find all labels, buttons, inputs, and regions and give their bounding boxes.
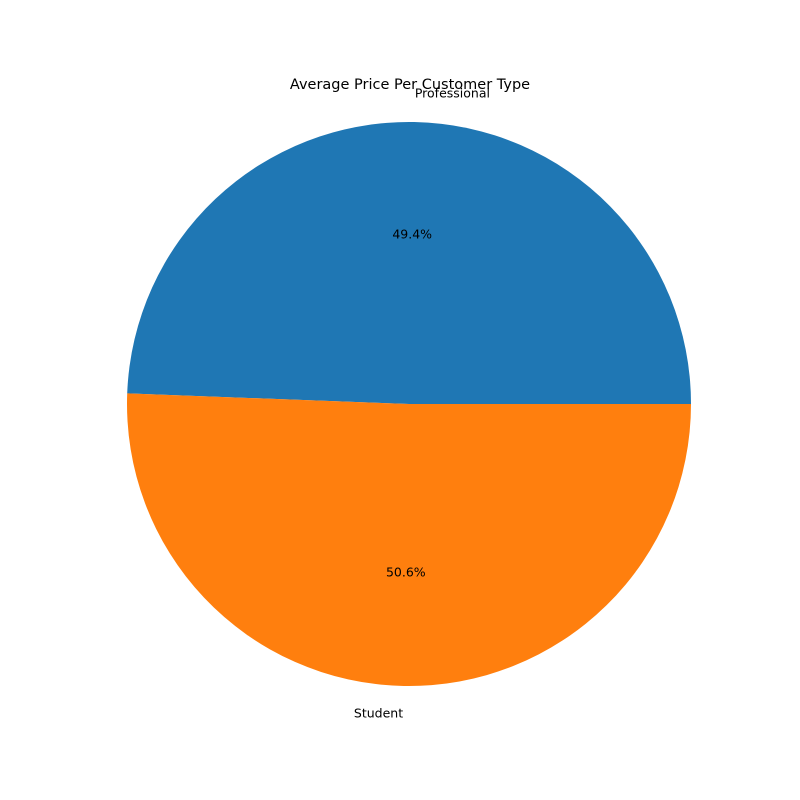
slice-label-student: Student [354, 706, 403, 721]
pie-slice-professional [127, 121, 691, 404]
percent-label-student: 50.6% [386, 565, 426, 580]
pie-slices [127, 121, 692, 686]
pie-labels: Professional 49.4% Student 50.6% [354, 85, 490, 720]
slice-label-professional: Professional [415, 85, 490, 100]
percent-label-professional: 49.4% [392, 226, 432, 241]
pie-slice-student [127, 393, 692, 686]
chart-title: Average Price Per Customer Type [290, 77, 530, 93]
